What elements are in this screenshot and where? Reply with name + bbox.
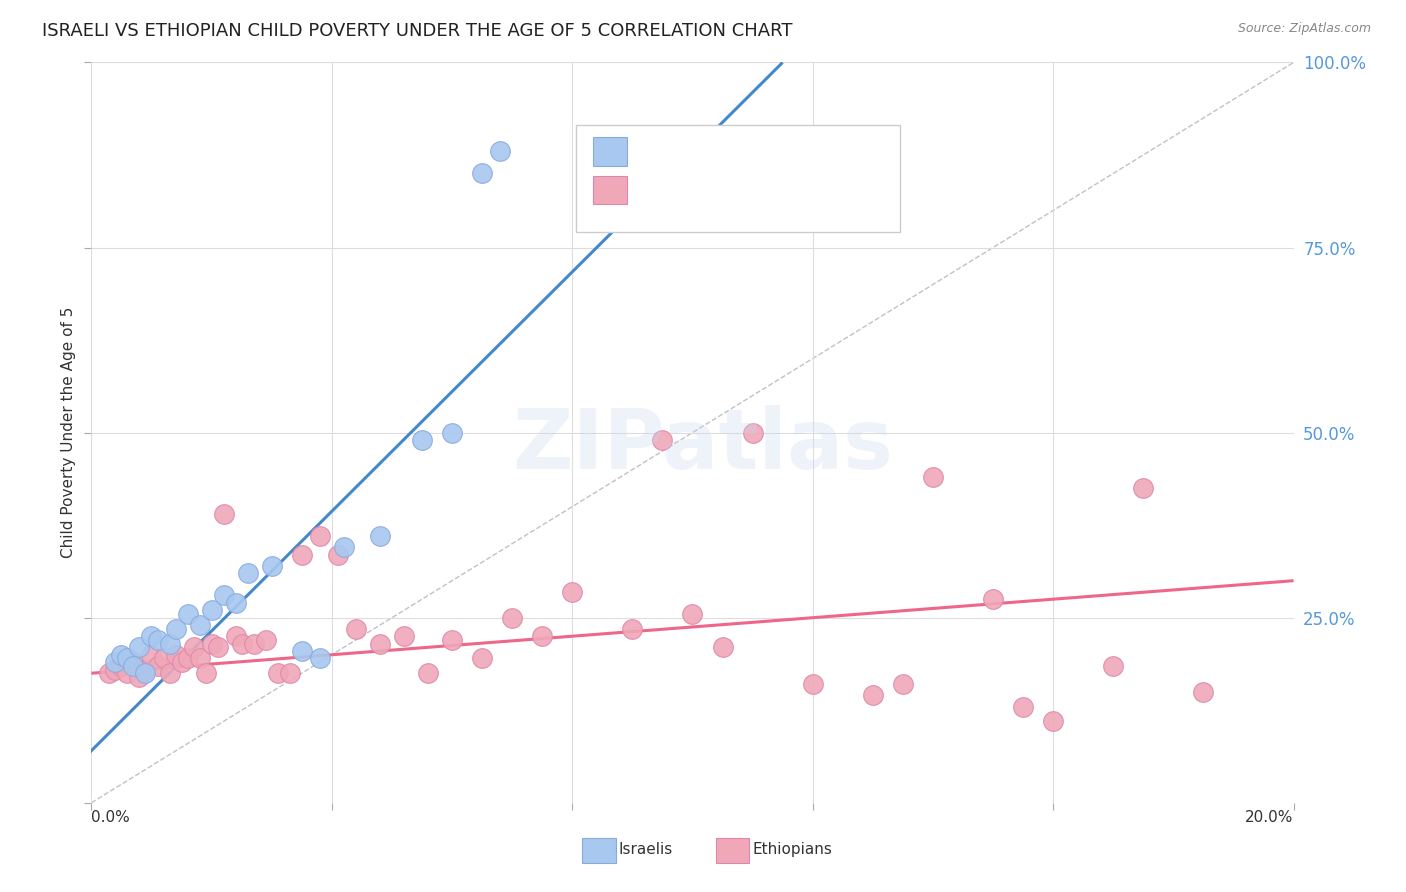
Point xyxy=(152,651,174,665)
Point xyxy=(471,167,494,181)
Point xyxy=(308,529,330,543)
Text: Source: ZipAtlas.com: Source: ZipAtlas.com xyxy=(1237,22,1371,36)
Point xyxy=(128,670,150,684)
Point xyxy=(333,541,356,555)
Point xyxy=(242,637,264,651)
Point xyxy=(326,548,349,562)
Point xyxy=(212,589,235,603)
Point xyxy=(501,611,523,625)
Text: Israelis: Israelis xyxy=(619,842,673,856)
Text: 0.0%: 0.0% xyxy=(91,810,131,825)
Point xyxy=(141,648,163,662)
Point xyxy=(128,640,150,655)
Point xyxy=(1042,714,1064,729)
Point xyxy=(134,666,156,681)
Point xyxy=(194,666,217,681)
Point xyxy=(1132,481,1154,495)
Point xyxy=(110,658,132,673)
Point xyxy=(922,470,945,484)
Point xyxy=(862,689,884,703)
Point xyxy=(159,666,181,681)
Point xyxy=(489,145,512,159)
Point xyxy=(368,637,391,651)
Point xyxy=(104,663,127,677)
Point xyxy=(165,622,187,636)
Point xyxy=(278,666,301,681)
Point xyxy=(891,677,914,691)
Point xyxy=(104,655,127,669)
Point xyxy=(117,651,139,665)
Point xyxy=(368,529,391,543)
Point xyxy=(146,658,169,673)
Point xyxy=(110,648,132,662)
Point xyxy=(122,658,145,673)
Point xyxy=(117,666,139,681)
Point xyxy=(392,629,415,643)
Y-axis label: Child Poverty Under the Age of 5: Child Poverty Under the Age of 5 xyxy=(60,307,76,558)
Point xyxy=(146,632,169,647)
Point xyxy=(231,637,253,651)
Text: 20.0%: 20.0% xyxy=(1246,810,1294,825)
Point xyxy=(260,558,283,573)
Point xyxy=(188,651,211,665)
Point xyxy=(416,666,439,681)
Point xyxy=(98,666,121,681)
Point xyxy=(176,651,198,665)
Point xyxy=(440,425,463,440)
Point xyxy=(183,640,205,655)
Point xyxy=(801,677,824,691)
Text: ISRAELI VS ETHIOPIAN CHILD POVERTY UNDER THE AGE OF 5 CORRELATION CHART: ISRAELI VS ETHIOPIAN CHILD POVERTY UNDER… xyxy=(42,22,793,40)
Point xyxy=(236,566,259,581)
Point xyxy=(651,433,673,447)
Point xyxy=(225,629,247,643)
Point xyxy=(344,622,367,636)
Point xyxy=(291,644,314,658)
Point xyxy=(165,648,187,662)
Point xyxy=(176,607,198,621)
Point xyxy=(207,640,229,655)
Point xyxy=(212,507,235,521)
Point xyxy=(531,629,554,643)
Point xyxy=(122,655,145,669)
Point xyxy=(981,592,1004,607)
Point xyxy=(159,637,181,651)
Point xyxy=(741,425,763,440)
Point xyxy=(440,632,463,647)
Point xyxy=(411,433,433,447)
Point xyxy=(621,622,644,636)
Point xyxy=(225,596,247,610)
Point xyxy=(141,629,163,643)
Point xyxy=(711,640,734,655)
Point xyxy=(1102,658,1125,673)
Text: ZIPatlas: ZIPatlas xyxy=(513,406,893,486)
Text: R = 0.226   N = 54: R = 0.226 N = 54 xyxy=(637,181,821,199)
Point xyxy=(201,637,224,651)
Point xyxy=(561,584,583,599)
Text: Ethiopians: Ethiopians xyxy=(752,842,832,856)
Point xyxy=(134,663,156,677)
Point xyxy=(170,655,193,669)
Text: R = 0.536   N = 25: R = 0.536 N = 25 xyxy=(637,143,821,161)
Point xyxy=(471,651,494,665)
Point xyxy=(267,666,290,681)
Point xyxy=(308,651,330,665)
Point xyxy=(1192,685,1215,699)
Point xyxy=(254,632,277,647)
Point xyxy=(291,548,314,562)
Point xyxy=(201,603,224,617)
Point xyxy=(188,618,211,632)
Point xyxy=(681,607,703,621)
Point xyxy=(1012,699,1035,714)
